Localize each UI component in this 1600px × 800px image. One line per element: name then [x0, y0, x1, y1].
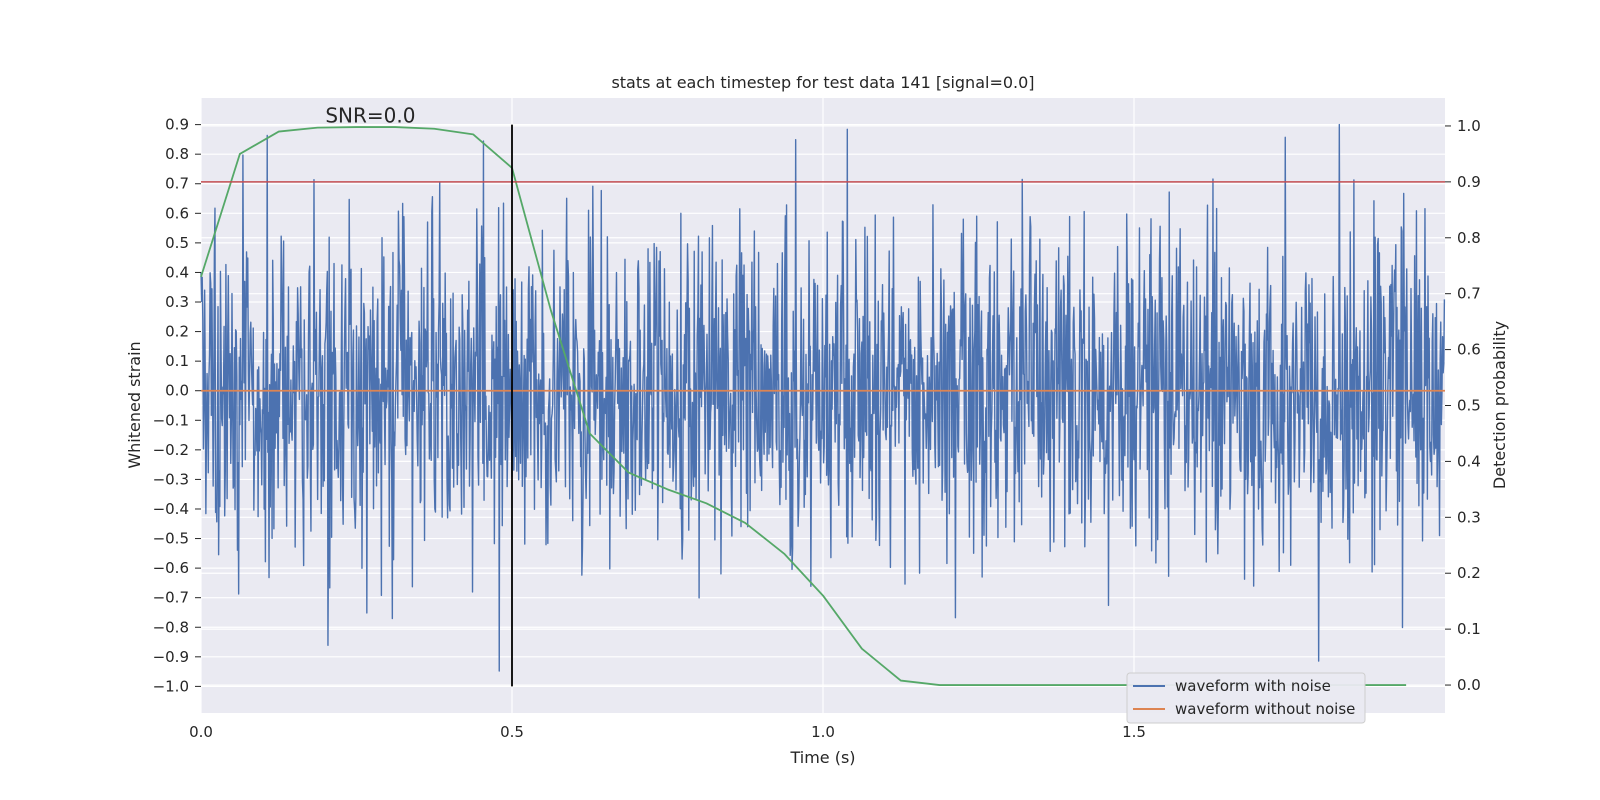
- y-axis: 0.9 0.8 0.7 0.6 0.5 0.4 0.3 0.2 0.1 0.0 −0.1 −0.2 −0…: [153, 116, 201, 695]
- y-tick-label: −1.0: [153, 677, 189, 695]
- y2-tick-label: 0.9: [1457, 173, 1481, 191]
- y-tick-label: −0.9: [153, 648, 189, 666]
- y-tick-label: 0.1: [165, 352, 189, 370]
- y-tick-label: −0.6: [153, 559, 189, 577]
- legend-label-clean: waveform without noise: [1175, 700, 1355, 718]
- y-tick-label: −0.8: [153, 618, 189, 636]
- y2-tick-label: 0.2: [1457, 564, 1481, 582]
- chart-title: stats at each timestep for test data 141…: [611, 73, 1034, 92]
- y-tick-label: 0.3: [165, 293, 189, 311]
- y2-tick-label: 0.7: [1457, 285, 1481, 303]
- y-tick-label: 0.7: [165, 175, 189, 193]
- y-tick-label: −0.4: [153, 500, 189, 518]
- y-tick-label: −0.3: [153, 470, 189, 488]
- y2-tick-label: 1.0: [1457, 117, 1481, 135]
- y-tick-label: 0.6: [165, 204, 189, 222]
- y-tick-label: −0.2: [153, 441, 189, 459]
- legend: waveform with noise waveform without noi…: [1126, 672, 1366, 724]
- legend-label-noise: waveform with noise: [1175, 677, 1331, 695]
- series-waveform-with-noise: [200, 123, 1446, 672]
- y2-tick-label: 0.8: [1457, 229, 1481, 247]
- y2-tick-label: 0.0: [1457, 676, 1481, 694]
- x-axis-label: Time (s): [789, 748, 855, 767]
- y-tick-label: 0.0: [165, 382, 189, 400]
- x-tick-label: 0.0: [189, 723, 213, 741]
- x-tick-label: 1.0: [811, 723, 835, 741]
- x-axis: 0.0 0.5 1.0 1.5: [189, 723, 1146, 741]
- legend-box: [1126, 672, 1366, 724]
- y2-tick-label: 0.5: [1457, 397, 1481, 415]
- y-tick-label: 0.8: [165, 145, 189, 163]
- y-tick-label: 0.5: [165, 234, 189, 252]
- snr-annotation: SNR=0.0: [325, 104, 415, 128]
- y-tick-label: −0.1: [153, 411, 189, 429]
- y-tick-label: −0.5: [153, 530, 189, 548]
- y-tick-label: 0.2: [165, 323, 189, 341]
- y-axis-label: Whitened strain: [125, 341, 144, 468]
- y-tick-label: −0.7: [153, 589, 189, 607]
- y2-tick-label: 0.1: [1457, 620, 1481, 638]
- y-tick-label: 0.9: [165, 116, 189, 134]
- x-tick-label: 0.5: [500, 723, 524, 741]
- y2-axis: 1.0 0.9 0.8 0.7 0.6 0.5 0.4 0.3 0.2 0.1 0.0: [1445, 117, 1481, 694]
- y-tick-label: 0.4: [165, 263, 189, 281]
- y2-axis-label: Detection probability: [1490, 321, 1509, 489]
- y2-tick-label: 0.3: [1457, 508, 1481, 526]
- y2-tick-label: 0.4: [1457, 452, 1481, 470]
- x-tick-label: 1.5: [1122, 723, 1146, 741]
- y2-tick-label: 0.6: [1457, 341, 1481, 359]
